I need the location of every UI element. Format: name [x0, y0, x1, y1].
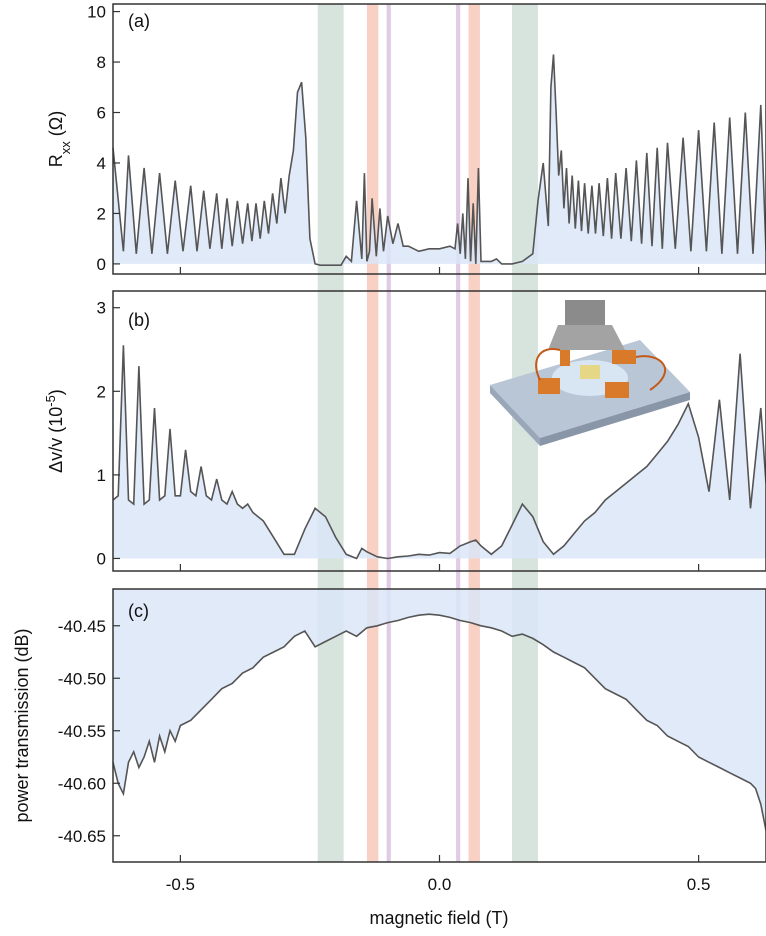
panel-label: (c)	[128, 601, 149, 621]
highlight-band	[456, 4, 461, 862]
y-tick-label: 8	[97, 53, 106, 72]
highlight-band	[317, 4, 344, 862]
y-tick-label: -40.45	[58, 617, 106, 636]
y-tick-label: -40.55	[58, 722, 106, 741]
y-tick-label: 0	[97, 255, 106, 274]
x-tick-label: 0.0	[428, 875, 452, 894]
device-illustration	[490, 300, 690, 446]
y-tick-label: -40.60	[58, 774, 106, 793]
y-axis-label: Δv/v (10-5)	[43, 389, 67, 473]
data-line	[112, 54, 766, 266]
y-tick-label: 2	[97, 204, 106, 223]
data-line	[112, 345, 766, 560]
highlight-band	[386, 4, 391, 862]
panel-a: 0 2 4 6 8 10 (a) Rxx (Ω)	[46, 3, 766, 275]
y-tick-label: 2	[97, 382, 106, 401]
area-fill	[113, 345, 766, 559]
highlight-bands	[317, 4, 538, 862]
x-tick-label: 0.5	[687, 875, 711, 894]
y-tick-label: 4	[97, 154, 106, 173]
x-axis: -0.5 0.0 0.5	[166, 875, 711, 894]
x-axis-label: magnetic field (T)	[369, 908, 508, 928]
area-fill	[113, 589, 766, 831]
x-tick-label: -0.5	[166, 875, 195, 894]
y-axis-label: Rxx (Ω)	[46, 111, 73, 167]
area-fill	[113, 54, 766, 266]
panel-c: -40.45 -40.50 -40.55 -40.60 -40.65 (c) power t…	[12, 588, 766, 863]
panel-b: 0 1 2 3 (b) Δv/v (10-5)	[43, 290, 766, 572]
panel-label: (b)	[128, 310, 150, 330]
y-tick-label: 3	[97, 299, 106, 318]
y-tick-label: 10	[87, 3, 106, 22]
y-tick-label: -40.65	[58, 827, 106, 846]
panel-label: (a)	[128, 11, 150, 31]
y-tick-label: 1	[97, 466, 106, 485]
data-line	[112, 613, 766, 831]
y-tick-label: 6	[97, 104, 106, 123]
y-tick-label: -40.50	[58, 669, 106, 688]
y-axis-label: power transmission (dB)	[12, 628, 32, 822]
highlight-band	[366, 4, 379, 862]
highlight-band	[468, 4, 480, 862]
y-tick-label: 0	[97, 549, 106, 568]
